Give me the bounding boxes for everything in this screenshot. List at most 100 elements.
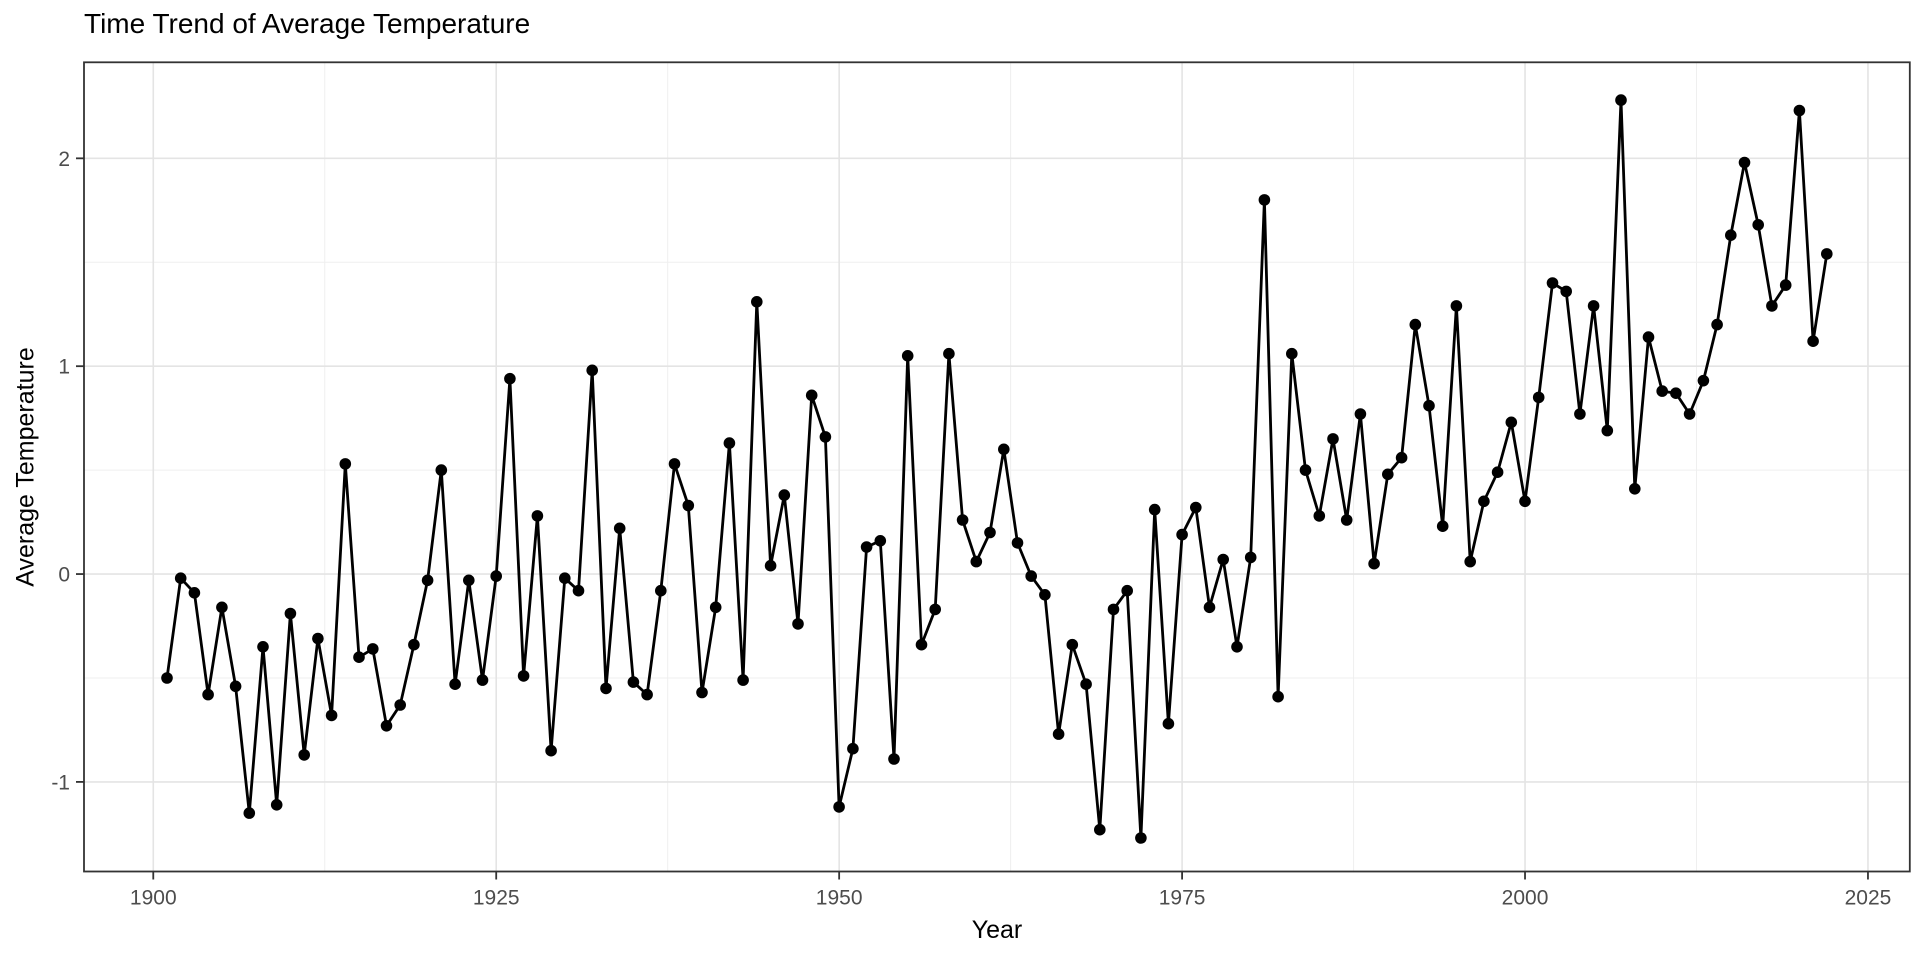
data-point	[1821, 248, 1833, 260]
data-point	[1395, 451, 1408, 464]
data-point	[956, 514, 969, 526]
data-point	[1807, 335, 1819, 348]
y-tick-label: -1	[51, 771, 70, 794]
data-point	[1176, 528, 1188, 541]
data-point	[1436, 520, 1449, 532]
data-point	[545, 744, 557, 757]
data-point	[1039, 589, 1051, 601]
data-point	[984, 526, 996, 539]
data-point	[1779, 279, 1792, 291]
data-point	[1244, 551, 1257, 564]
data-point	[1738, 156, 1751, 169]
data-point	[1642, 331, 1655, 343]
data-point	[1574, 408, 1586, 420]
data-point	[819, 431, 832, 443]
data-point	[270, 799, 283, 811]
data-point	[1066, 638, 1079, 651]
data-point	[1546, 277, 1559, 289]
data-point	[1299, 464, 1312, 476]
data-point	[709, 601, 722, 614]
data-point	[325, 709, 338, 722]
x-tick-label: 1925	[473, 887, 520, 910]
data-point	[1148, 503, 1161, 516]
data-point	[1368, 557, 1380, 570]
data-point	[1752, 219, 1764, 231]
data-point	[1711, 318, 1723, 331]
y-tick-label: 1	[58, 356, 70, 379]
data-point	[1011, 537, 1024, 549]
data-point	[860, 541, 873, 553]
data-point	[408, 638, 420, 651]
data-point	[1025, 570, 1037, 582]
x-tick-label: 1950	[816, 887, 863, 910]
x-tick-label: 1900	[130, 887, 177, 910]
data-point	[367, 643, 379, 655]
data-point	[1629, 483, 1641, 495]
data-point	[1258, 194, 1271, 206]
data-point	[229, 680, 242, 693]
data-point	[1464, 555, 1476, 568]
data-point	[1793, 104, 1806, 117]
data-point	[1107, 603, 1120, 616]
data-point	[572, 584, 585, 597]
data-point	[998, 443, 1010, 456]
temperature-line	[165, 98, 1829, 840]
data-point	[353, 651, 365, 663]
data-point	[1505, 416, 1518, 429]
data-point	[1382, 468, 1394, 481]
data-point	[1121, 584, 1133, 597]
data-point	[1560, 285, 1572, 298]
data-point	[888, 753, 900, 765]
panel-background	[84, 62, 1910, 872]
data-point	[380, 720, 393, 732]
data-point	[901, 350, 914, 362]
data-point	[833, 801, 845, 813]
data-point	[751, 296, 763, 308]
data-point	[847, 742, 859, 755]
data-point	[394, 699, 407, 711]
x-tick-label: 2000	[1502, 887, 1549, 910]
data-point	[627, 676, 640, 688]
y-tick-label: 0	[58, 564, 70, 587]
data-point	[1327, 433, 1339, 445]
data-point	[1766, 300, 1778, 312]
data-point	[476, 674, 489, 686]
data-point	[1615, 94, 1627, 106]
data-point	[1217, 553, 1229, 566]
data-point	[874, 535, 887, 547]
data-point	[1519, 495, 1531, 508]
data-point	[1656, 385, 1668, 397]
data-point	[1354, 408, 1367, 420]
data-point	[668, 458, 681, 470]
data-point	[696, 686, 708, 699]
data-point	[586, 364, 598, 377]
data-point	[421, 574, 434, 587]
data-point	[1190, 501, 1202, 514]
data-point	[929, 603, 941, 616]
data-point	[1478, 495, 1490, 508]
data-point	[600, 682, 612, 695]
data-point	[1135, 832, 1147, 844]
data-point	[613, 522, 626, 535]
data-point	[188, 587, 201, 599]
data-point	[257, 641, 269, 653]
data-point	[655, 584, 667, 597]
data-point	[1052, 728, 1065, 740]
data-point	[1080, 678, 1092, 690]
x-axis-title: Year	[971, 916, 1023, 944]
data-point	[1601, 424, 1614, 437]
data-point	[1094, 823, 1106, 836]
data-point	[723, 437, 736, 449]
data-point	[682, 499, 695, 512]
data-point	[161, 672, 173, 684]
data-point	[1272, 690, 1284, 703]
data-point	[1340, 514, 1353, 526]
data-point	[1409, 318, 1422, 331]
y-axis-title: Average Temperature	[11, 347, 40, 587]
data-point	[1450, 300, 1463, 312]
data-point	[339, 458, 352, 470]
data-point	[970, 555, 983, 568]
data-point	[1725, 229, 1737, 241]
